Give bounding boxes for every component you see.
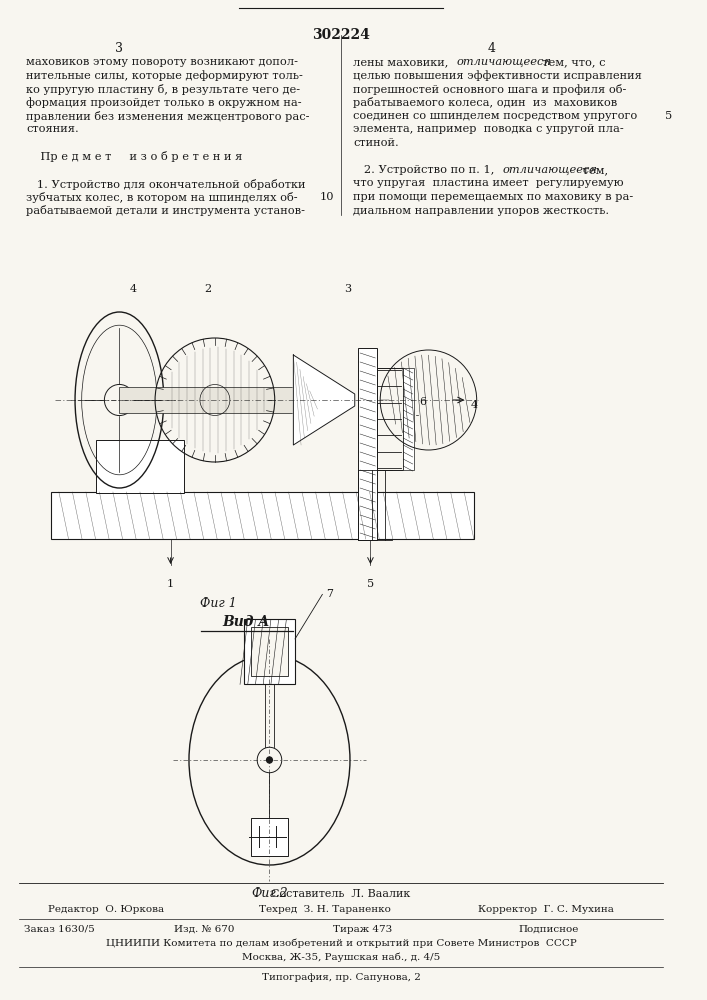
Text: Составитель  Л. Ваалик: Составитель Л. Ваалик bbox=[271, 889, 411, 899]
Text: погрешностей основного шага и профиля об-: погрешностей основного шага и профиля об… bbox=[354, 84, 627, 95]
Text: при помощи перемещаемых по маховику в ра-: при помощи перемещаемых по маховику в ра… bbox=[354, 192, 633, 202]
Bar bbox=[51, 492, 474, 539]
Text: Фиг 1: Фиг 1 bbox=[200, 597, 237, 610]
Bar bbox=[378, 368, 403, 470]
Text: 4: 4 bbox=[487, 42, 495, 55]
Text: ЦНИИПИ Комитета по делам изобретений и открытий при Совете Министров  СССР: ЦНИИПИ Комитета по делам изобретений и о… bbox=[106, 939, 576, 948]
Text: Пр е д м е т     и з о б р е т е н и я: Пр е д м е т и з о б р е т е н и я bbox=[26, 151, 243, 162]
Text: 2: 2 bbox=[204, 284, 211, 294]
Text: диальном направлении упоров жесткость.: диальном направлении упоров жесткость. bbox=[354, 206, 609, 216]
Text: соединен со шпинделем посредством упругого: соединен со шпинделем посредством упруго… bbox=[354, 111, 638, 121]
Text: ко упругую пластину б, в результате чего де-: ко упругую пластину б, в результате чего… bbox=[26, 84, 300, 95]
Text: правлении без изменения межцентрового рас-: правлении без изменения межцентрового ра… bbox=[26, 111, 310, 122]
Text: 3: 3 bbox=[344, 284, 351, 294]
Text: отличающееся: отличающееся bbox=[503, 165, 598, 175]
Text: 1. Устройство для окончательной обработки: 1. Устройство для окончательной обработк… bbox=[26, 178, 305, 190]
Text: Изд. № 670: Изд. № 670 bbox=[174, 925, 235, 934]
Bar bbox=[95, 440, 185, 493]
Text: Корректор  Г. С. Мухина: Корректор Г. С. Мухина bbox=[477, 905, 614, 914]
Text: рабатываемого колеса, один  из  маховиков: рабатываемого колеса, один из маховиков bbox=[354, 98, 618, 108]
Text: рабатываемой детали и инструмента установ-: рабатываемой детали и инструмента устано… bbox=[26, 206, 305, 217]
Text: 5: 5 bbox=[665, 111, 672, 121]
Bar bbox=[251, 818, 288, 856]
Text: Редактор  О. Юркова: Редактор О. Юркова bbox=[48, 905, 164, 914]
Text: 3: 3 bbox=[115, 42, 124, 55]
Text: 2. Устройство по п. 1,: 2. Устройство по п. 1, bbox=[354, 165, 498, 175]
Text: Техред  З. Н. Тараненко: Техред З. Н. Тараненко bbox=[259, 905, 391, 914]
Text: 10: 10 bbox=[320, 192, 334, 202]
Text: элемента, например  поводка с упругой пла-: элемента, например поводка с упругой пла… bbox=[354, 124, 624, 134]
Bar bbox=[244, 619, 295, 684]
Text: целью повышения эффективности исправления: целью повышения эффективности исправлени… bbox=[354, 70, 642, 81]
Polygon shape bbox=[293, 355, 355, 445]
Text: 1: 1 bbox=[167, 579, 174, 589]
Text: Тираж 473: Тираж 473 bbox=[333, 925, 392, 934]
Circle shape bbox=[267, 757, 272, 763]
Text: отличающееся: отличающееся bbox=[457, 57, 551, 67]
Text: 4: 4 bbox=[471, 400, 478, 410]
Bar bbox=[403, 368, 414, 470]
Text: 5: 5 bbox=[367, 579, 374, 589]
Text: лены маховики,: лены маховики, bbox=[354, 57, 452, 67]
Bar bbox=[358, 348, 378, 540]
Bar bbox=[119, 387, 314, 413]
Text: 302224: 302224 bbox=[312, 28, 370, 42]
Text: Типография, пр. Сапунова, 2: Типография, пр. Сапунова, 2 bbox=[262, 973, 421, 982]
Text: тем,: тем, bbox=[579, 165, 608, 175]
Bar bbox=[251, 627, 288, 676]
Text: что упругая  пластина имеет  регулируемую: что упругая пластина имеет регулируемую bbox=[354, 178, 624, 188]
Text: стояния.: стояния. bbox=[26, 124, 78, 134]
Text: 7: 7 bbox=[326, 589, 333, 599]
Text: 6: 6 bbox=[419, 397, 427, 407]
Text: нительные силы, которые деформируют толь-: нительные силы, которые деформируют толь… bbox=[26, 70, 303, 81]
Text: формация произойдет только в окружном на-: формация произойдет только в окружном на… bbox=[26, 98, 302, 108]
Text: Подписное: Подписное bbox=[518, 925, 579, 934]
Text: стиной.: стиной. bbox=[354, 138, 399, 148]
Text: зубчатых колес, в котором на шпинделях об-: зубчатых колес, в котором на шпинделях о… bbox=[26, 192, 298, 203]
Text: Вид A: Вид A bbox=[222, 615, 269, 629]
Text: маховиков этому повороту возникают допол-: маховиков этому повороту возникают допол… bbox=[26, 57, 298, 67]
Text: тем, что, с: тем, что, с bbox=[534, 57, 605, 67]
Text: Заказ 1630/5: Заказ 1630/5 bbox=[24, 925, 95, 934]
Text: 4: 4 bbox=[129, 284, 136, 294]
Text: Фиг.2: Фиг.2 bbox=[251, 887, 288, 900]
Text: Москва, Ж-35, Раушская наб., д. 4/5: Москва, Ж-35, Раушская наб., д. 4/5 bbox=[242, 952, 440, 962]
